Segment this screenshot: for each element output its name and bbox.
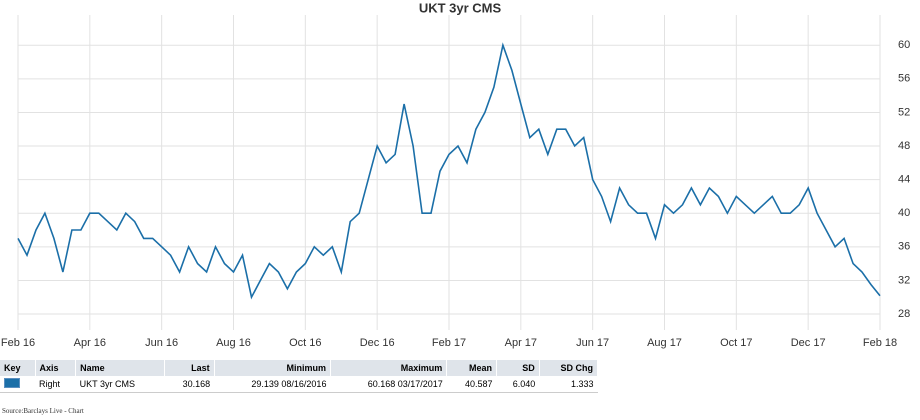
y-tick-label: 28 bbox=[898, 308, 910, 320]
x-tick-label: Oct 17 bbox=[720, 337, 752, 349]
x-tick-label: Jun 17 bbox=[576, 337, 609, 349]
table-cell: 1.333 bbox=[539, 376, 598, 393]
column-header: Minimum bbox=[214, 360, 331, 376]
y-tick-label: 56 bbox=[898, 73, 910, 85]
column-header: Axis bbox=[35, 360, 77, 376]
y-tick-label: 44 bbox=[898, 174, 910, 186]
table-cell: 30.168 bbox=[164, 376, 215, 393]
source: Source:Barclays Live - Chart bbox=[2, 407, 84, 415]
x-tick-label: Feb 18 bbox=[863, 337, 897, 349]
table-cell: UKT 3yr CMS bbox=[75, 376, 165, 393]
y-tick-label: 32 bbox=[898, 274, 910, 286]
column-header: Last bbox=[164, 360, 215, 376]
y-tick-label: 36 bbox=[898, 241, 910, 253]
chart-title: UKT 3yr CMS bbox=[419, 0, 502, 15]
x-tick-label: Feb 17 bbox=[432, 337, 466, 349]
key-icon bbox=[4, 378, 20, 388]
table-cell: 29.139 08/16/2016 bbox=[214, 376, 331, 393]
y-tick-label: 40 bbox=[898, 207, 910, 219]
table-cell: 6.040 bbox=[496, 376, 540, 393]
column-header: SD Chg bbox=[539, 360, 599, 376]
line bbox=[17, 42, 881, 300]
y-tick-label: 60 bbox=[898, 39, 910, 51]
key-table: Key Axis Name Last Minimum Maximum Mean SD SD Ch… bbox=[0, 360, 599, 393]
x-tick-label: Dec 16 bbox=[360, 337, 395, 349]
column-header: Name bbox=[75, 360, 165, 376]
x-tick-label: Feb 16 bbox=[1, 337, 35, 349]
y-tick-label: 48 bbox=[898, 140, 910, 152]
x-tick-label: Aug 17 bbox=[647, 337, 682, 349]
table-cell: 40.587 bbox=[446, 376, 497, 393]
header-row: Key Axis Name Last Minimum Maximum Mean SD SD Ch… bbox=[0, 360, 599, 376]
x-tick-label: Oct 16 bbox=[289, 337, 321, 349]
data-row: Right UKT 3yr CMS 30.168 29.139 08/16/2016 6… bbox=[0, 376, 598, 393]
column-header: Mean bbox=[446, 360, 498, 376]
table-cell: 60.168 03/17/2017 bbox=[330, 376, 447, 393]
chart: UKT 3yr CMS 28 32 36 40 44 48 52 56 60 Feb 16 Apr … bbox=[1, 0, 910, 349]
x-tick-label: Apr 16 bbox=[74, 337, 106, 349]
y-tick-label: 52 bbox=[898, 106, 910, 118]
key-cell bbox=[0, 376, 36, 393]
x-tick-label: Dec 17 bbox=[791, 337, 826, 349]
column-header: Key bbox=[0, 360, 36, 376]
x-tick-label: Jun 16 bbox=[145, 337, 178, 349]
x-tick-label: Aug 16 bbox=[216, 337, 251, 349]
column-header: SD bbox=[496, 360, 540, 376]
table-cell: Right bbox=[35, 376, 76, 393]
x-tick-label: Apr 17 bbox=[505, 337, 537, 349]
column-header: Maximum bbox=[330, 360, 448, 376]
